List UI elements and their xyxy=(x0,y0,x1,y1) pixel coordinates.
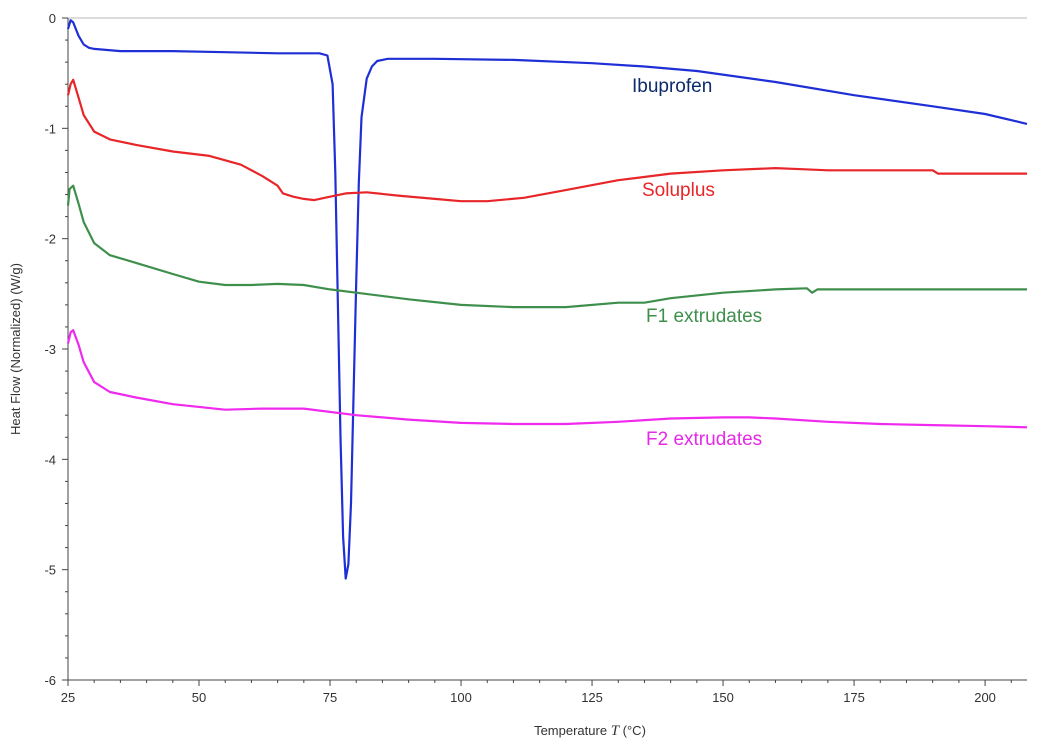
series-layer xyxy=(66,19,1028,580)
y-tick-label: 0 xyxy=(49,11,56,26)
series-line-ibuprofen xyxy=(66,19,1028,580)
y-tick-label: -2 xyxy=(44,232,56,247)
x-tick-label: 150 xyxy=(712,690,734,705)
y-tick-label: -4 xyxy=(44,452,56,467)
series-line-f2-extrudates xyxy=(66,329,1028,429)
series-line-f1-extrudates xyxy=(66,184,1027,309)
series-line-soluplus xyxy=(66,78,1027,203)
axes: 0 -1 -2 -3 -4 -5 -6 25 50 75 100 125 150 175 200 xyxy=(44,11,1027,705)
y-tick-label: -5 xyxy=(44,563,56,578)
series-label-soluplus: Soluplus xyxy=(642,180,715,201)
series-label-f1-extrudates: F1 extrudates xyxy=(646,306,762,327)
x-tick-label: 100 xyxy=(450,690,472,705)
y-tick-label: -6 xyxy=(44,673,56,688)
x-tick-label: 125 xyxy=(581,690,603,705)
series-label-f2-extrudates: F2 extrudates xyxy=(646,429,762,450)
x-tick-label: 175 xyxy=(843,690,865,705)
series-labels: Ibuprofen Soluplus F1 extrudates F2 extruda… xyxy=(632,76,762,450)
y-tick-label: -1 xyxy=(44,121,56,136)
series-label-ibuprofen: Ibuprofen xyxy=(632,76,712,97)
x-tick-label: 200 xyxy=(974,690,996,705)
x-tick-label: 50 xyxy=(192,690,206,705)
x-axis-title-symbol: T xyxy=(611,723,621,739)
x-tick-label: 25 xyxy=(61,690,75,705)
y-axis-title: Heat Flow (Normalized) (W/g) xyxy=(8,263,23,435)
x-tick-label: 75 xyxy=(323,690,337,705)
x-axis-title-unit: (°C) xyxy=(623,723,646,738)
y-tick-label: -3 xyxy=(44,342,56,357)
x-axis-title: Temperature T (°C) xyxy=(534,723,646,739)
x-axis-title-text: Temperature xyxy=(534,723,607,738)
